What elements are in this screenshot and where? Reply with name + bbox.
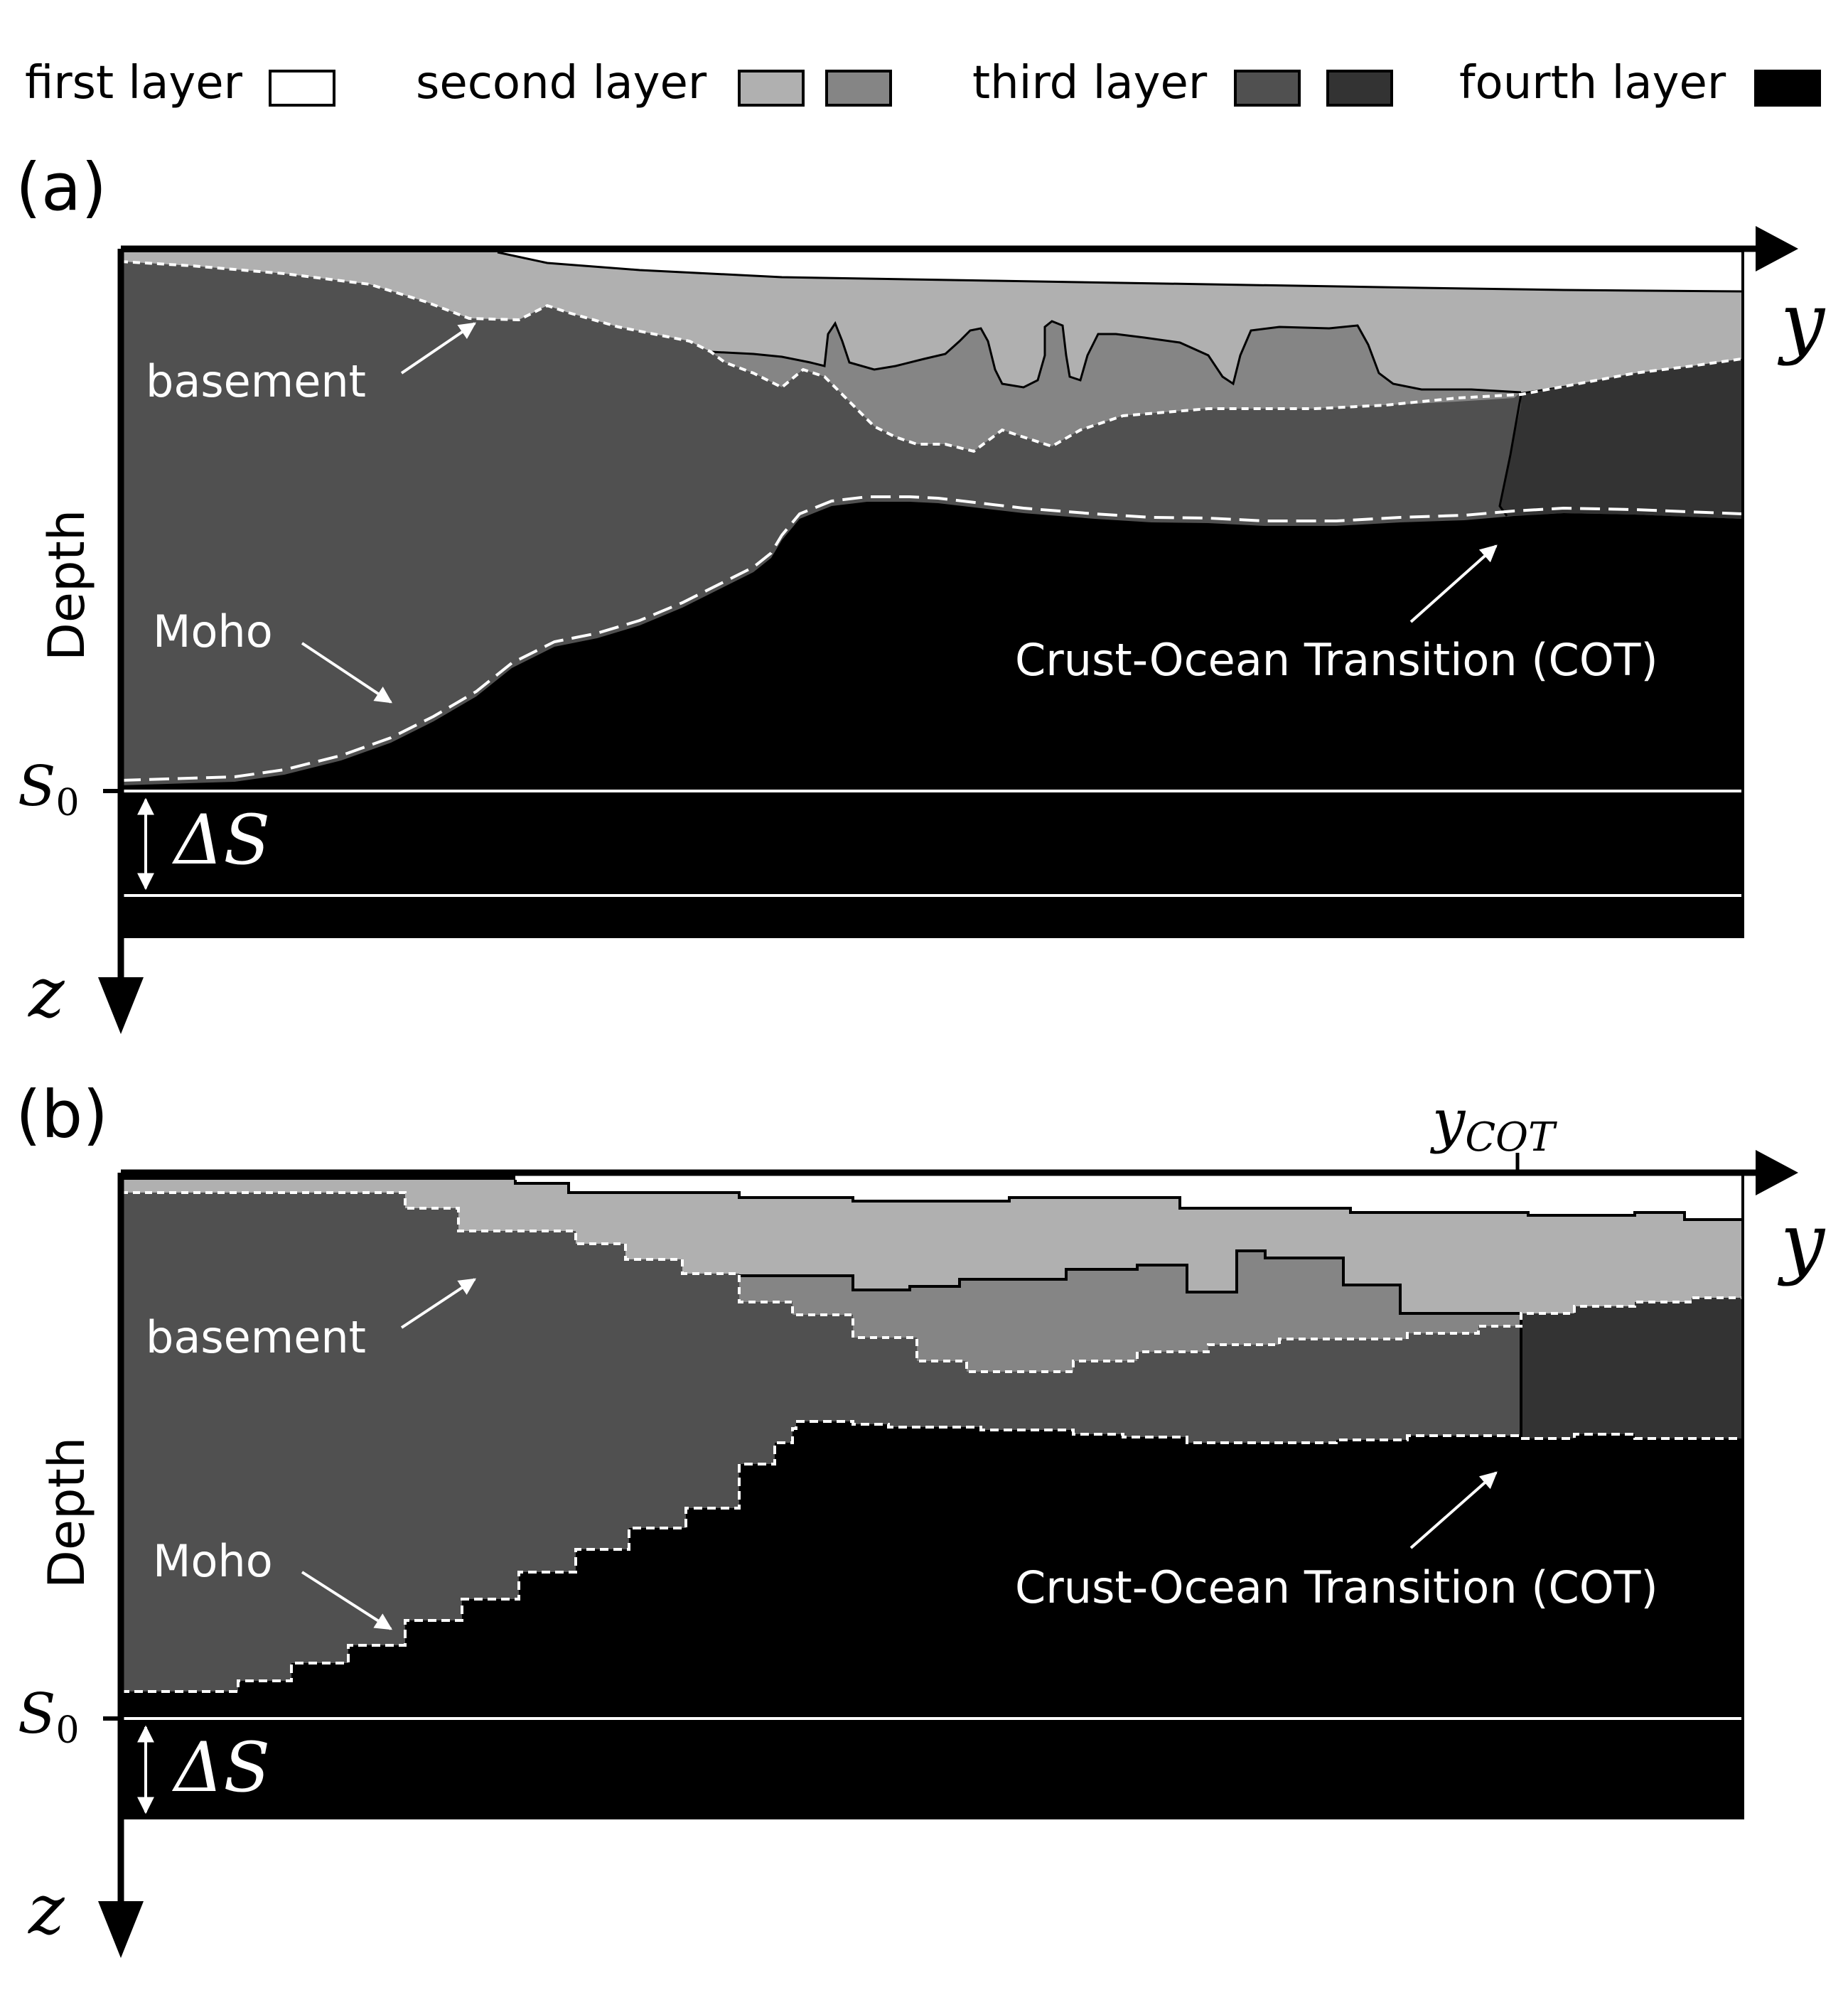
panel-b: (b) ΔS yCOT y z S0 Depth baseme (16, 1077, 1826, 1958)
panel-a-moho-label: Moho (153, 606, 273, 657)
panel-b-cot-arrow (1409, 1471, 1498, 1549)
legend-third-label: third layer (972, 57, 1208, 109)
panel-a-y-arrowhead (1756, 226, 1798, 271)
panel-a-basement-line (120, 260, 1742, 453)
panel-b-moho-line (121, 1420, 1741, 1693)
panel-a-moho-arrow (301, 642, 392, 704)
legend-fourth-label: fourth layer (1459, 57, 1726, 109)
panel-a-cot-label: Crust-Ocean Transition (COT) (1015, 634, 1658, 686)
panel-b-second-layer-a (121, 1180, 1741, 1313)
panel-a-label: (a) (16, 149, 107, 225)
panel-b-moho-label: Moho (153, 1535, 273, 1587)
panel-a-z-label: z (28, 953, 65, 1033)
panel-a-third-layer (121, 262, 1741, 785)
panel-b-z-arrowhead (98, 1901, 144, 1958)
panel-a-basement-label: basement (146, 355, 366, 407)
legend-first-label: first layer (25, 57, 243, 109)
panel-a-y-label: y (1777, 276, 1826, 367)
legend-second-label: second layer (416, 57, 707, 109)
panel-b-label: (b) (16, 1077, 108, 1153)
panel-a-seafloor-line (497, 251, 1742, 293)
legend-third-swatch-b (1326, 70, 1393, 107)
legend-second-swatch-b (825, 70, 892, 107)
panel-b-depth-label: Depth (38, 1437, 96, 1588)
panel-b-basement-label: basement (146, 1311, 366, 1363)
legend-third-swatch-a (1234, 70, 1301, 107)
panel-a-second-layer-b (711, 321, 1521, 451)
panel-b-s0-label: S0 (18, 1682, 80, 1752)
panel-b-y-arrowhead (1756, 1150, 1798, 1195)
panel-a-depth-label: Depth (38, 510, 96, 661)
panel-b-z-label: z (28, 1870, 65, 1949)
panel-b-moho-arrow (301, 1571, 393, 1630)
legend-second-swatch-a (738, 70, 805, 107)
panel-b-y-label: y (1777, 1196, 1826, 1287)
panel-b-ycot-label: yCOT (1429, 1087, 1557, 1161)
legend-first-swatch (269, 70, 335, 107)
panel-b-basement-line (121, 1191, 1741, 1373)
panel-a-cot-arrow (1409, 544, 1498, 623)
panel-a-first-layer (498, 252, 1741, 291)
panel-b-sediment-boundary (739, 1249, 1521, 1315)
panel-a-moho-line (120, 495, 1742, 782)
legend-fourth-swatch (1754, 70, 1821, 107)
panel-a-s0-label: S0 (18, 755, 80, 824)
legend: first layer second layer third layer fou… (25, 57, 1821, 109)
panel-a-delta-s: ΔS (171, 800, 270, 880)
panel-b-second-layer-b (739, 1251, 1521, 1372)
panel-b-delta-s: ΔS (171, 1728, 270, 1807)
panel-a-sediment-boundary (710, 320, 1522, 394)
panel-b-third-layer-b (1521, 1298, 1741, 1438)
panel-b-seafloor-line (514, 1180, 1741, 1221)
panel-a-z-arrowhead (98, 977, 144, 1034)
panel-b-third-layer (121, 1193, 1521, 1692)
panel-b-cot-label: Crust-Ocean Transition (COT) (1015, 1561, 1658, 1613)
panel-a-basement-arrow (400, 322, 476, 375)
panel-a: (a) ΔS y z S0 Depth (16, 149, 1826, 1034)
panel-a-third-layer-b (1500, 359, 1741, 519)
panel-b-basement-arrow (400, 1278, 477, 1329)
